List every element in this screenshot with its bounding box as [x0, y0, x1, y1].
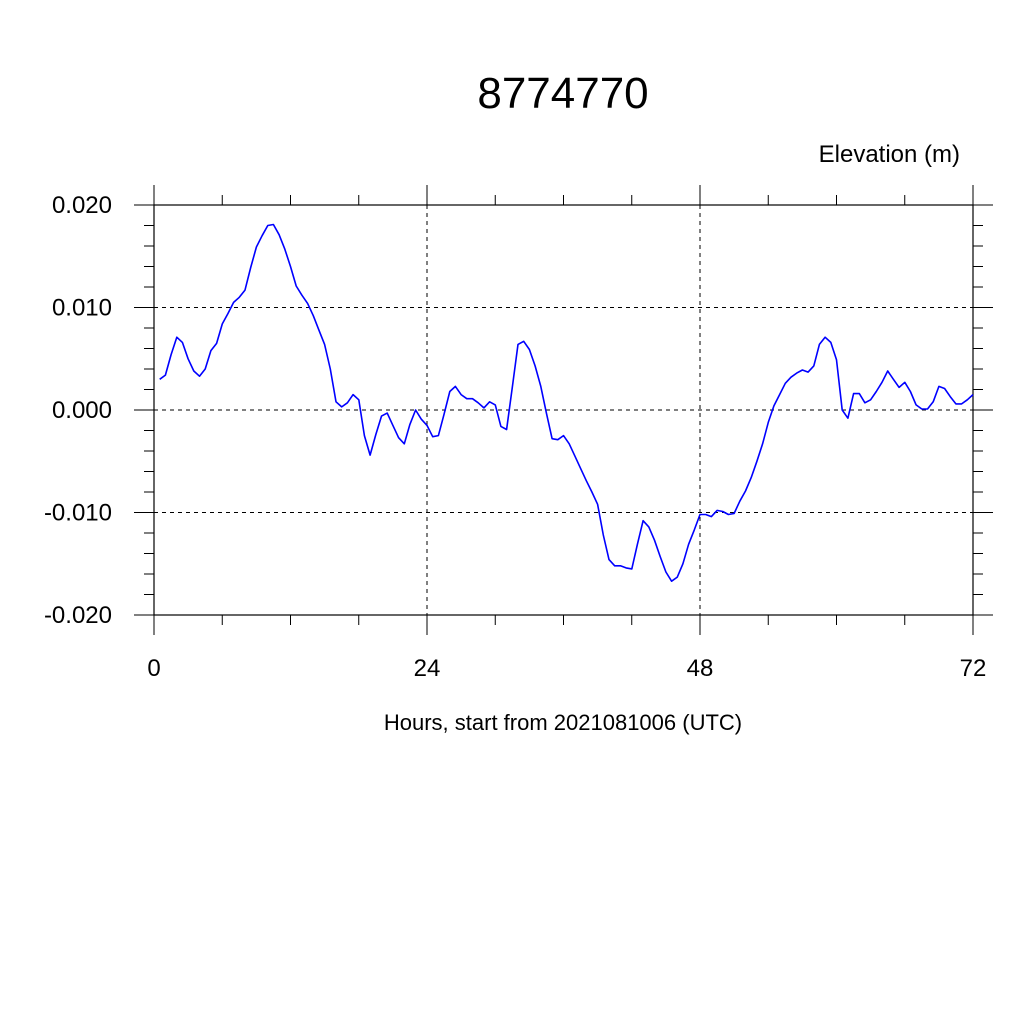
data-series [159, 223, 974, 583]
axis-ticks [134, 185, 993, 635]
chart-title: 8774770 [477, 69, 648, 118]
x-tick-label: 0 [147, 655, 160, 682]
x-tick-label: 48 [687, 655, 714, 682]
y-tick-label: -0.020 [44, 602, 112, 629]
y-axis-label: Elevation (m) [819, 141, 960, 168]
tick-labels: 0 24 48 72 -0.020 -0.010 0.000 0.010 0.020 [44, 192, 986, 682]
grid-lines [154, 205, 973, 615]
plot-frame [153, 204, 974, 616]
y-tick-label: 0.020 [52, 192, 112, 219]
y-tick-label: -0.010 [44, 500, 112, 527]
y-tick-label: 0.000 [52, 397, 112, 424]
series-line [159, 223, 974, 583]
x-tick-label: 24 [414, 655, 441, 682]
x-axis-label: Hours, start from 2021081006 (UTC) [384, 710, 742, 735]
y-tick-label: 0.010 [52, 295, 112, 322]
x-tick-label: 72 [960, 655, 987, 682]
